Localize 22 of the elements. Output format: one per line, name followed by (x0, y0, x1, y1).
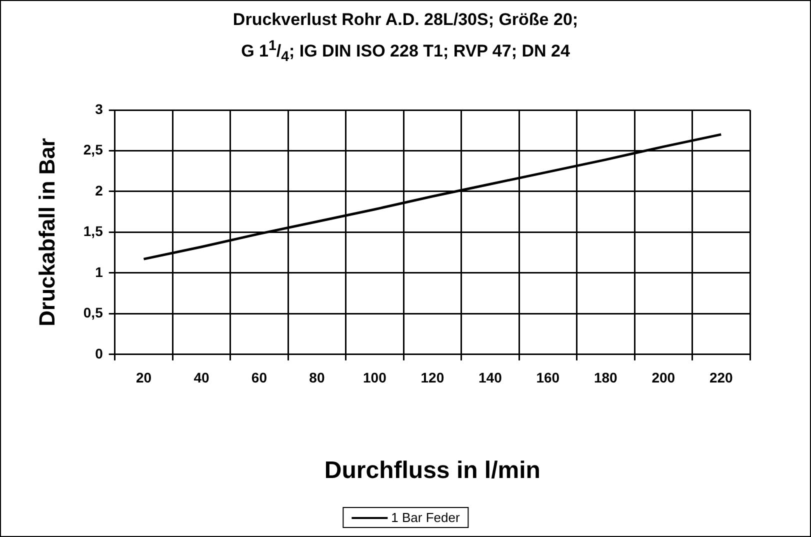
x-tick-label: 180 (594, 370, 618, 386)
x-tick-label: 160 (536, 370, 560, 386)
x-tick-label: 220 (709, 370, 734, 386)
x-axis-title: Durchfluss in l/min (324, 457, 540, 484)
x-tick-label: 140 (478, 370, 502, 386)
y-tick-label: 2 (95, 182, 104, 198)
x-tick-label: 120 (420, 370, 444, 386)
chart-title: Druckverlust Rohr A.D. 28L/30S; Größe 20; G 1$^{1}$/$_{4}$; IG DIN ISO 228 T1; RVP 47; DN 24 (232, 9, 580, 68)
y-tick-label: 0,5 (83, 304, 104, 321)
x-tick-label: 200 (652, 370, 676, 386)
y-tick-label: 0 (95, 345, 104, 362)
x-tick-label: 80 (309, 370, 325, 386)
x-tick-label: 100 (363, 370, 387, 386)
x-tick-label: 20 (136, 370, 152, 386)
legend-label: 1 Bar Feder (391, 510, 460, 525)
x-tick-label: 40 (194, 370, 210, 386)
x-tick-label: 60 (251, 370, 268, 386)
y-tick-label: 1 (95, 264, 104, 280)
y-tick-label: 3 (95, 100, 104, 117)
y-tick-label: 2,5 (83, 142, 104, 158)
y-axis-title: Druckabfall in Bar (34, 138, 60, 326)
y-tick-label: 1,5 (83, 223, 104, 240)
